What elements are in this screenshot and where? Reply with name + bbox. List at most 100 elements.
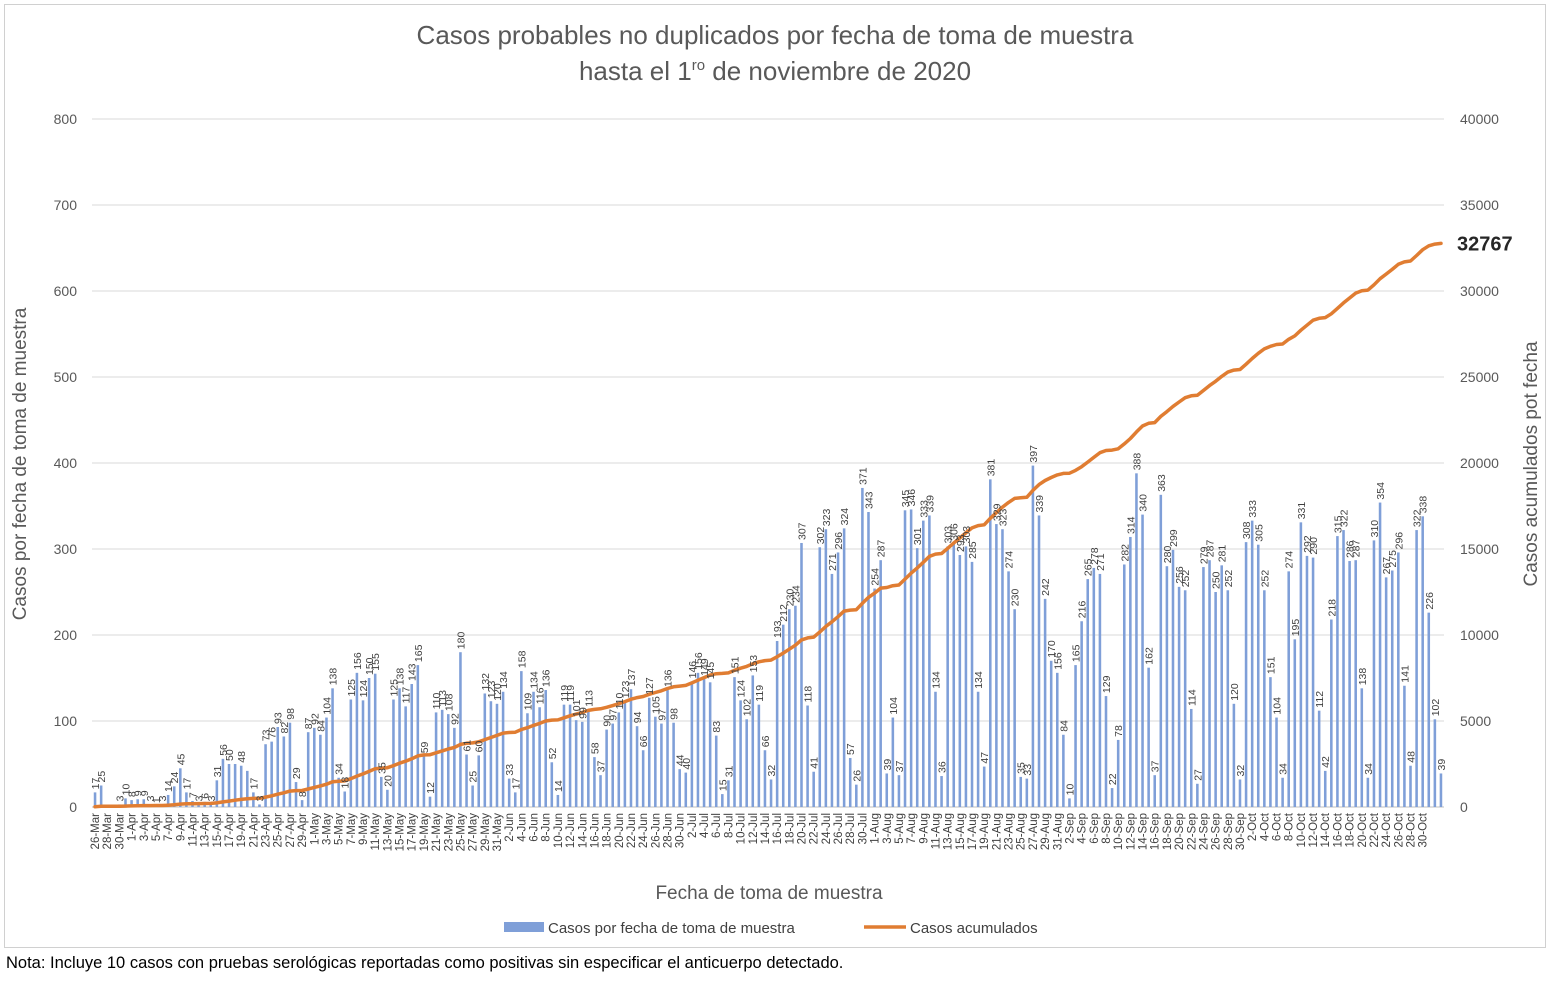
data-label: 265 [1083, 558, 1095, 576]
bar [313, 727, 316, 807]
data-label: 162 [1144, 647, 1156, 665]
bar [507, 778, 511, 807]
data-label: 59 [419, 741, 431, 753]
bar [270, 741, 273, 807]
bar [580, 721, 584, 807]
data-label: 15 [717, 779, 729, 791]
x-tick-label: 29-May [480, 813, 492, 852]
bar [1281, 777, 1284, 807]
data-label: 280 [1162, 546, 1174, 564]
data-label: 104 [1272, 697, 1284, 715]
bar [1135, 473, 1138, 807]
bar [1122, 564, 1126, 807]
bar [343, 791, 347, 807]
data-label: 242 [1040, 578, 1052, 596]
data-label: 323 [821, 509, 833, 527]
x-tick-label: 7-May [346, 813, 358, 845]
data-label: 343 [864, 491, 876, 509]
data-label: 287 [876, 540, 888, 558]
data-label: 250 [1211, 571, 1223, 589]
data-label: 271 [827, 553, 839, 571]
bar [264, 744, 267, 807]
bar [605, 729, 608, 807]
bar [1226, 590, 1230, 807]
x-tick-label: 8-Jul [723, 813, 735, 838]
bar [325, 717, 328, 807]
bar [848, 757, 852, 807]
data-label: 388 [1132, 453, 1144, 471]
x-tick-label: 30-Jul [857, 813, 869, 844]
bar [526, 713, 529, 807]
x-tick-label: 28-Jul [845, 813, 857, 844]
bar [1019, 776, 1023, 807]
bar [1397, 552, 1400, 807]
x-tick-label: 6-Sep [1089, 813, 1101, 844]
bar [1043, 598, 1047, 807]
bar [1299, 522, 1303, 807]
bar [1256, 544, 1260, 807]
data-label: 156 [1052, 652, 1064, 670]
data-label: 301 [912, 527, 924, 545]
bar [1116, 739, 1120, 807]
bar [800, 542, 803, 807]
x-tick-label: 26-Oct [1393, 812, 1405, 847]
bar [1080, 621, 1083, 807]
data-label: 33 [1022, 764, 1034, 776]
bar [453, 727, 456, 807]
data-label: 305 [1253, 524, 1265, 542]
bar [690, 681, 694, 807]
bar [215, 780, 219, 807]
data-label: 274 [1004, 551, 1016, 569]
data-label: 61 [462, 740, 474, 752]
legend: Casos por fecha de toma de muestra Casos… [504, 920, 1038, 937]
bar [915, 548, 919, 807]
x-tick-label: 8-Oct [1284, 812, 1296, 841]
bar [946, 546, 949, 807]
x-tick-label: 20-Jun [614, 813, 626, 848]
y-tick-label: 400 [54, 455, 78, 471]
data-label: 113 [437, 690, 449, 707]
data-label: 24 [169, 772, 181, 784]
bar [763, 750, 767, 807]
data-label: 56 [218, 744, 230, 756]
bar [562, 704, 566, 807]
data-label: 33 [504, 764, 516, 776]
data-label: 105 [650, 696, 662, 714]
data-label: 151 [730, 656, 742, 674]
x-tick-label: 14-Jun [577, 813, 589, 848]
bar [995, 524, 998, 807]
data-label: 92 [309, 713, 321, 725]
data-label: 303 [943, 526, 955, 544]
data-label: 216 [1077, 601, 1089, 619]
x-tick-label: 1-May [309, 813, 321, 845]
x-tick-label: 10-Jul [736, 813, 748, 844]
x-tick-label: 1-Apr [127, 813, 139, 841]
data-label: 25 [468, 771, 480, 783]
y2-tick-label: 15000 [1460, 541, 1499, 557]
data-label: 119 [565, 685, 577, 702]
data-label: 158 [516, 650, 528, 668]
data-label: 138 [328, 668, 340, 686]
data-label: 323 [998, 509, 1010, 527]
bar [258, 804, 261, 807]
bar [495, 703, 499, 807]
data-label: 34 [1363, 763, 1375, 775]
bar [909, 509, 913, 807]
bar [1421, 516, 1424, 807]
bar [891, 717, 895, 807]
data-label: 322 [1412, 509, 1424, 527]
data-label: 278 [1089, 547, 1101, 565]
data-label: 141 [1399, 665, 1411, 683]
bar [93, 792, 97, 807]
bar [471, 785, 474, 807]
bar [197, 804, 200, 807]
data-label: 60 [474, 741, 486, 753]
bar [1092, 567, 1096, 807]
x-tick-label: 24-Oct [1381, 812, 1393, 847]
bar [903, 510, 907, 807]
y-tick-label: 300 [54, 541, 78, 557]
bar [349, 699, 353, 807]
bar [355, 672, 359, 807]
data-label: 292 [1302, 535, 1314, 553]
